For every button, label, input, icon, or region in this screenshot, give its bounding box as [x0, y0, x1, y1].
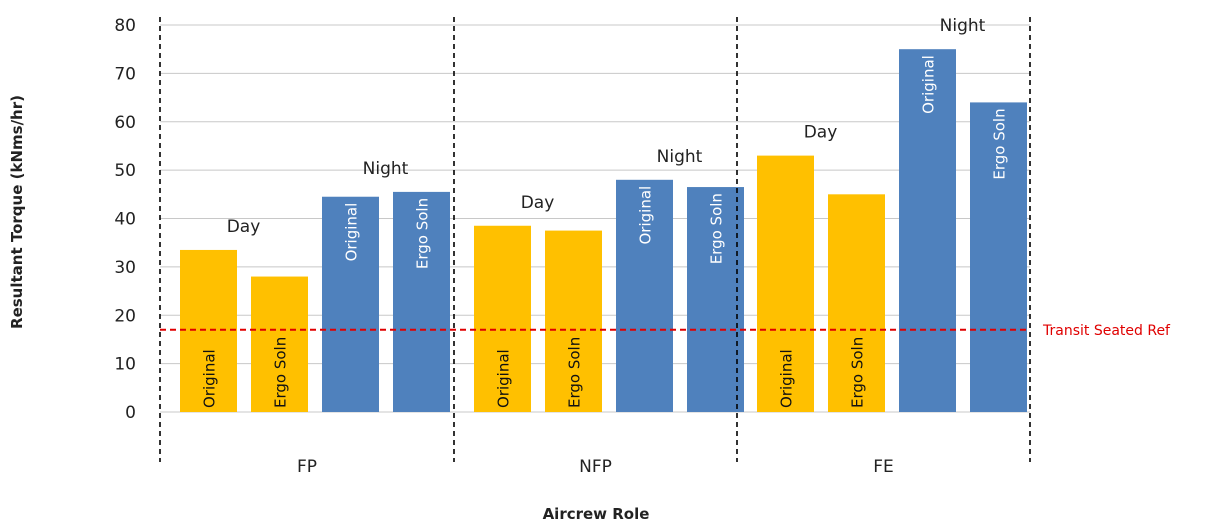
bar [322, 196, 379, 412]
bar-label: Original [343, 203, 361, 262]
bar [393, 191, 450, 412]
bar [899, 49, 956, 412]
bar [757, 155, 814, 413]
bar [180, 249, 237, 412]
y-tick-label: 50 [114, 161, 136, 181]
y-axis-title: Resultant Torque (kNms/hr) [8, 95, 26, 329]
reference-line-label: Transit Seated Ref [1042, 323, 1171, 339]
group-label-night: Night [657, 147, 703, 167]
bar-label: Original [920, 55, 938, 114]
x-category-label: NFP [579, 457, 612, 477]
y-tick-label: 60 [114, 113, 136, 133]
y-tick-label: 40 [114, 210, 136, 230]
bar-label: Original [637, 186, 655, 245]
y-tick-label: 30 [114, 258, 136, 278]
bar [251, 276, 308, 412]
bar [474, 225, 531, 412]
bar-label: Original [495, 349, 513, 408]
bar [970, 102, 1027, 413]
y-axis: 0 10 20 30 40 50 60 70 80 [114, 16, 136, 423]
bar [616, 179, 673, 412]
x-category-label: FE [873, 457, 894, 477]
bar-label: Ergo Soln [708, 193, 726, 264]
y-tick-label: 80 [114, 16, 136, 36]
bar-label: Ergo Soln [991, 108, 1009, 179]
reference-line-group: Transit Seated Ref [160, 323, 1171, 339]
bar [828, 194, 885, 412]
group-label-day: Day [521, 193, 555, 213]
y-tick-label: 10 [114, 355, 136, 375]
group-label-day: Day [227, 217, 261, 237]
bars [180, 49, 1027, 413]
category-separators [159, 17, 1031, 462]
bar [545, 230, 602, 412]
bar [687, 187, 744, 412]
y-tick-label: 70 [114, 64, 136, 84]
bar-label: Ergo Soln [566, 337, 584, 408]
y-tick-label: 0 [125, 403, 136, 423]
group-label-night: Night [940, 16, 986, 36]
bar-label: Original [201, 349, 219, 408]
bar-label: Ergo Soln [272, 337, 290, 408]
labels: Original Ergo Soln Original Ergo Soln Day Nig… [201, 16, 1009, 477]
bar-label: Original [778, 349, 796, 408]
group-label-day: Day [804, 123, 838, 143]
x-axis-title: Aircrew Role [543, 505, 650, 523]
y-tick-label: 20 [114, 306, 136, 326]
x-category-label: FP [297, 457, 317, 477]
bar-label: Ergo Soln [414, 198, 432, 269]
bar-label: Ergo Soln [849, 337, 867, 408]
group-label-night: Night [363, 159, 409, 179]
